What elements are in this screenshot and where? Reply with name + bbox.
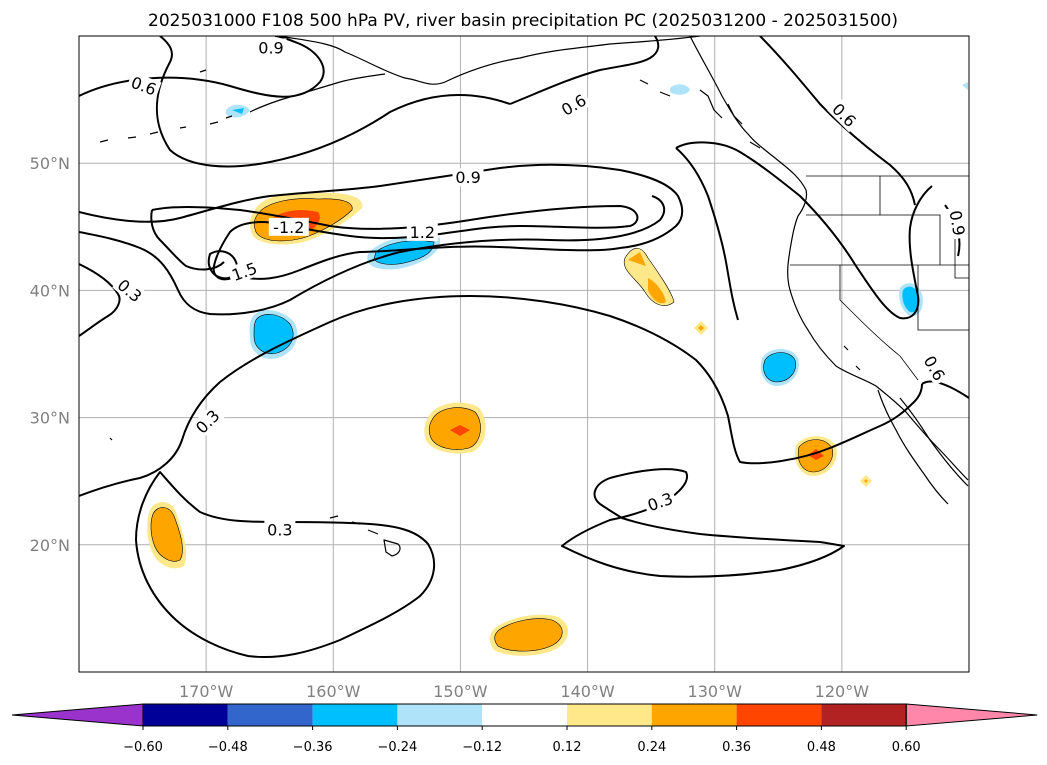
y-tick-label: 40°N <box>30 281 70 300</box>
colorbar-tick-label: −0.12 <box>462 740 502 755</box>
colorbar-tick-label: 0.48 <box>807 740 836 755</box>
colorbar-segment <box>227 704 313 726</box>
pv-contour <box>135 471 436 659</box>
colorbar-extend-high <box>905 703 1038 727</box>
pv-contour <box>509 36 660 105</box>
pv-contour <box>79 263 121 337</box>
precip-anomaly-blob-negative <box>899 283 923 317</box>
contour-label: 1.2 <box>410 223 435 242</box>
contour-label-bg <box>406 222 438 241</box>
contour-label-bg <box>452 168 484 187</box>
gridlines <box>79 36 969 672</box>
precip-anomaly-blob <box>794 436 837 476</box>
precip-anomaly-spot <box>698 325 704 331</box>
colorbar-tick-label: −0.48 <box>208 740 248 755</box>
contour-label-bg <box>190 404 225 439</box>
precip-anomaly-blob-negative <box>670 84 690 95</box>
pv-contour <box>150 209 225 271</box>
pv-contour <box>155 36 511 168</box>
contour-label-bg <box>827 97 862 133</box>
x-axis-ticks: 170°W 160°W 150°W 140°W 130°W 120°W <box>179 682 869 701</box>
colorbar-segment <box>651 704 737 726</box>
x-tick-label: 170°W <box>179 682 234 701</box>
precip-anomaly-blob-negative <box>367 235 441 270</box>
precip-anomaly-blob <box>489 614 569 656</box>
contour-label-bg <box>919 350 951 386</box>
colorbar-segment <box>567 704 652 726</box>
colorbar-extend-low <box>11 703 144 727</box>
x-tick-label: 140°W <box>560 682 615 701</box>
pv-contour <box>759 36 916 206</box>
colorbar-segment <box>821 704 907 726</box>
precip-anomaly-blob-negative <box>962 82 968 90</box>
map-frame <box>78 35 970 673</box>
contour-label: 0.3 <box>267 521 292 540</box>
precip-anomaly-blob <box>424 402 486 454</box>
contour-label: 0.3 <box>192 406 223 437</box>
contour-label-bg <box>226 257 262 286</box>
colorbar-segment <box>312 704 398 726</box>
y-axis-ticks: 50°N 40°N 30°N 20°N <box>30 154 70 555</box>
pv-contour <box>79 295 923 497</box>
contour-label-bg <box>264 520 296 539</box>
coastlines-and-borders <box>99 36 969 557</box>
colorbar-segment <box>397 704 483 726</box>
pv-contour <box>151 205 639 281</box>
contour-label-bg <box>112 273 148 308</box>
colorbar-tick-label: 0.24 <box>637 740 666 755</box>
colorbar-tick-label: −0.24 <box>377 740 417 755</box>
precip-anomaly-blob-negative <box>232 108 244 114</box>
chart-title: 2025031000 F108 500 hPa PV, river basin … <box>148 11 898 31</box>
precip-anomaly-spot <box>864 479 868 483</box>
colorbar-segment <box>482 704 567 726</box>
precip-anomaly-blob <box>147 501 187 569</box>
pv-contour <box>561 468 845 578</box>
x-tick-label: 150°W <box>433 682 488 701</box>
pv-contour <box>675 147 739 321</box>
contour-label-bg <box>555 89 592 121</box>
x-tick-label: 120°W <box>815 682 870 701</box>
contour-label: -1.2 <box>273 218 304 237</box>
colorbar-tick-label: 0.60 <box>892 740 921 755</box>
contour-label-bg <box>642 487 678 516</box>
pv-contour <box>921 380 969 399</box>
precip-shading <box>147 82 968 656</box>
contour-label: 0.9 <box>945 209 968 237</box>
map-area: 0.90.60.6 0.60.9-1.2 1.21.50.30.90.60.30.3… <box>79 36 969 672</box>
contour-label-bg <box>946 206 969 240</box>
colorbar-tick-label: −0.36 <box>293 740 333 755</box>
y-tick-label: 20°N <box>30 536 70 555</box>
precip-anomaly-blob <box>623 247 675 306</box>
colorbar-tick-label: 0.36 <box>722 740 751 755</box>
pv-contour <box>675 141 933 320</box>
contour-label-bg <box>126 71 162 100</box>
pv-contour <box>79 195 666 316</box>
colorbar-tick-label: −0.60 <box>123 740 163 755</box>
colorbar-tick-label: 0.12 <box>553 740 582 755</box>
colorbar: −0.60 −0.48 −0.36 −0.24 −0.12 0.12 0.24 0.36 0.4… <box>11 703 1038 755</box>
x-tick-label: 130°W <box>688 682 743 701</box>
x-tick-label: 160°W <box>306 682 361 701</box>
contour-label: 0.9 <box>258 38 283 57</box>
precip-anomaly-blob-negative <box>760 349 799 386</box>
contour-label-bg <box>268 217 309 236</box>
y-tick-label: 50°N <box>30 154 70 173</box>
colorbar-segment <box>143 704 228 726</box>
colorbar-frame <box>142 703 907 727</box>
pv-contour <box>79 36 325 98</box>
contour-label-bg <box>255 38 287 57</box>
pv-contours <box>79 36 969 659</box>
contour-label: 0.6 <box>828 100 859 131</box>
precip-anomaly-blob-negative <box>249 310 298 359</box>
contour-label: 0.9 <box>455 168 480 187</box>
colorbar-segment <box>736 704 822 726</box>
y-tick-label: 30°N <box>30 409 70 428</box>
